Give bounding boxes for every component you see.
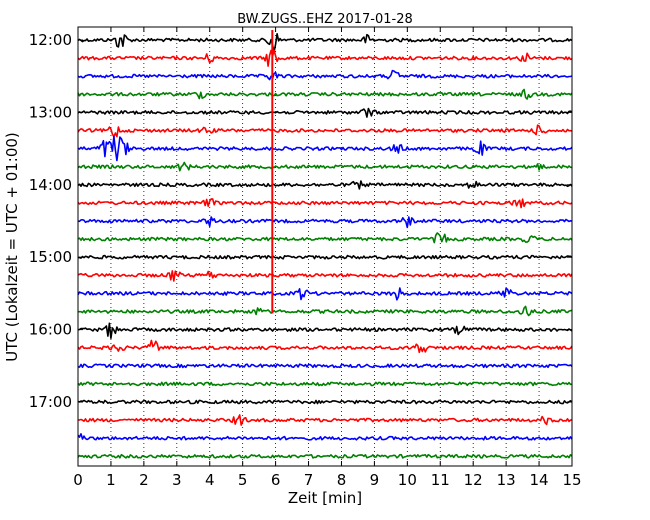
x-axis-label: Zeit [min]	[288, 489, 362, 507]
trace-1330	[77, 135, 573, 162]
trace-1700	[77, 399, 573, 405]
trace-1515	[77, 270, 573, 282]
trace-1715	[77, 414, 573, 426]
trace-1645	[77, 381, 573, 387]
trace-1745	[77, 453, 573, 459]
y-tick-label: 16:00	[29, 321, 72, 339]
trace-1230	[77, 69, 573, 81]
x-tick-label: 12	[464, 471, 483, 489]
trace-1500	[77, 254, 573, 260]
trace-1345	[77, 161, 573, 172]
x-tick-label: 3	[172, 471, 182, 489]
y-tick-label: 14:00	[29, 176, 72, 194]
y-tick-label: 13:00	[29, 103, 72, 121]
seismic-traces	[77, 33, 573, 459]
x-axis-ticks: 0 1 2 3 4 5 6 7 8 9 10 11 12 13 14 15	[73, 27, 582, 489]
trace-1400	[77, 180, 573, 190]
trace-1730	[77, 433, 573, 441]
x-tick-label: 13	[497, 471, 516, 489]
x-tick-label: 6	[271, 471, 281, 489]
plot-frame	[77, 26, 573, 467]
y-tick-label: 12:00	[29, 31, 72, 49]
trace-1430	[77, 216, 573, 229]
x-tick-label: 9	[370, 471, 380, 489]
y-tick-label: 17:00	[29, 393, 72, 411]
trace-1600	[77, 322, 573, 339]
x-tick-label: 15	[562, 471, 581, 489]
trace-1445	[77, 232, 573, 244]
trace-1215	[77, 49, 573, 67]
trace-1300	[77, 107, 573, 118]
x-tick-label: 4	[205, 471, 215, 489]
x-tick-label: 14	[530, 471, 549, 489]
x-tick-label: 5	[238, 471, 248, 489]
x-tick-label: 1	[106, 471, 116, 489]
x-tick-label: 8	[337, 471, 347, 489]
trace-1530	[77, 287, 573, 301]
trace-1415	[77, 198, 573, 209]
trace-1545	[78, 305, 573, 317]
x-tick-label: 7	[304, 471, 314, 489]
x-tick-label: 0	[73, 471, 83, 489]
x-tick-label: 10	[398, 471, 417, 489]
trace-1615	[77, 339, 573, 354]
chart-title: BW.ZUGS..EHZ 2017-01-28	[237, 12, 413, 27]
y-axis-ticks: 12:00 13:00 14:00 15:00 16:00 17:00	[29, 31, 572, 411]
trace-1630	[77, 363, 573, 369]
y-tick-label: 15:00	[29, 248, 72, 266]
x-tick-label: 11	[431, 471, 450, 489]
trace-1245	[77, 88, 573, 100]
trace-1315	[77, 124, 573, 138]
trace-1200	[77, 33, 573, 53]
x-tick-label: 2	[139, 471, 149, 489]
y-axis-label: UTC (Lokalzeit = UTC + 01:00)	[3, 132, 21, 362]
